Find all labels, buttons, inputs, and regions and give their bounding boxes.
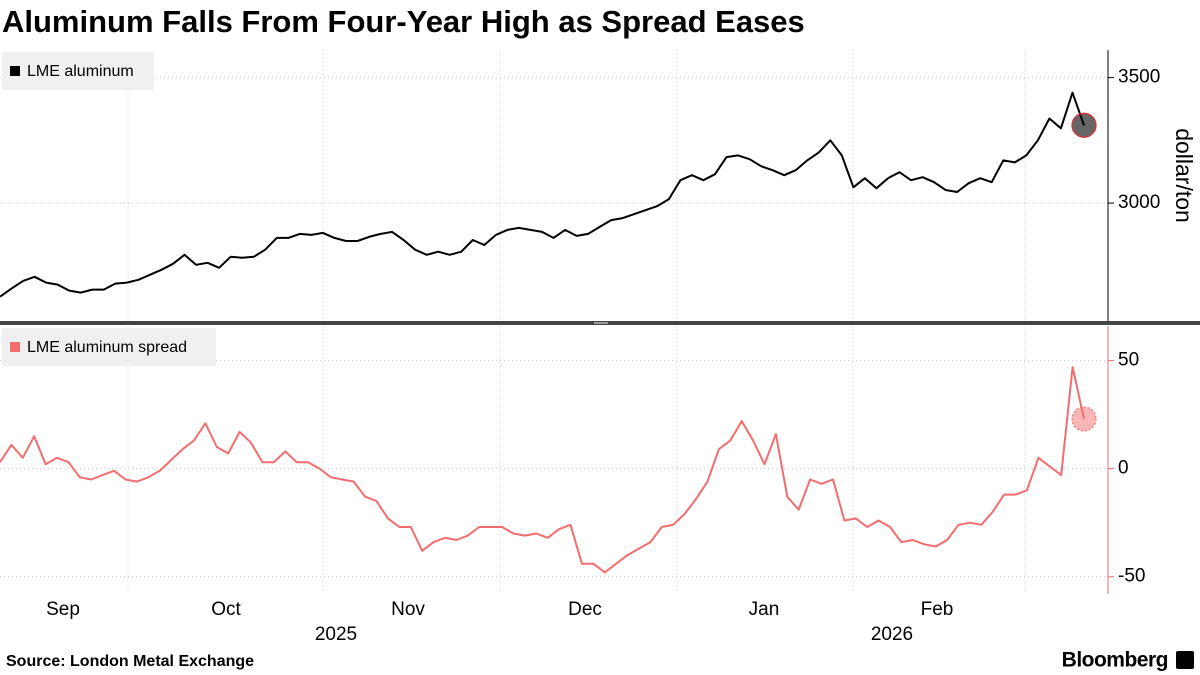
divider-handle [594,322,608,324]
legend-label: LME aluminum [27,63,134,80]
x-year-label: 2025 [315,624,357,645]
legend-label: LME aluminum spread [27,339,187,356]
x-tick-label: Feb [921,599,954,620]
y-tick-label: 0 [1118,458,1129,479]
legend-box [2,52,154,90]
chart-title: Aluminum Falls From Four-Year High as Sp… [2,4,805,39]
y-tick-label: 3000 [1118,192,1160,213]
legend-swatch [10,66,20,76]
legend-box [2,328,216,366]
x-tick-label: Jan [749,599,780,620]
y-tick-label: 3500 [1118,67,1160,88]
y-tick-label: -50 [1118,566,1145,587]
x-tick-label: Dec [568,599,602,620]
y-tick-label: 50 [1118,350,1139,371]
y-axis-label: dollar/ton [1171,128,1197,223]
last-point-marker [1071,112,1097,138]
brand: Bloomberg [1062,649,1168,672]
source: Source: London Metal Exchange [6,653,254,670]
brand-icon [1176,651,1194,669]
x-tick-label: Oct [211,599,241,620]
legend-swatch [10,342,20,352]
last-point-marker [1071,406,1097,432]
x-tick-label: Nov [391,599,425,620]
series-line [0,366,1085,574]
x-year-label: 2026 [871,624,913,645]
x-tick-label: Sep [46,599,80,620]
series-line [0,91,1085,298]
